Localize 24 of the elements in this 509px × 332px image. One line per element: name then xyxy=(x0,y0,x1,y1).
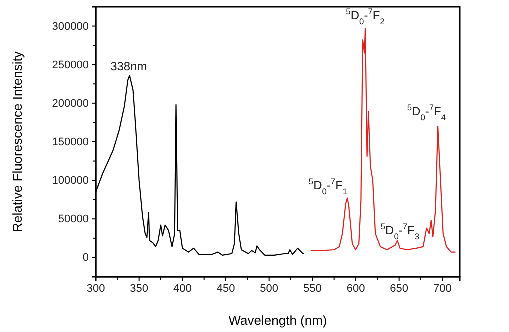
annotation: $^{5}$D$_{0}$-$^{7}$F$_{3}$ xyxy=(380,221,420,242)
line-series xyxy=(310,28,456,253)
y-tick-label: 50000 xyxy=(58,214,89,226)
annotation: $^{5}$D$_{0}$-$^{7}$F$_{1}$ xyxy=(308,176,348,196)
annotation: $^{5}$D$_{0}$-$^{7}$F$_{2}$ xyxy=(346,6,386,27)
x-tick-label: 700 xyxy=(433,282,452,295)
x-axis-title: Wavelength (nm) xyxy=(228,313,328,328)
x-tick-label: 500 xyxy=(260,282,279,295)
y-tick-label: 100000 xyxy=(52,175,89,188)
y-tick-label: 250000 xyxy=(52,59,89,72)
y-tick-label: 0 xyxy=(82,252,89,264)
x-tick-label: 650 xyxy=(390,282,409,295)
x-tick-label: 300 xyxy=(86,282,106,295)
annotation: $^{5}$D$_{0}$-$^{7}$F$_{4}$ xyxy=(407,102,446,123)
x-tick-label: 450 xyxy=(216,282,236,295)
annotation: 338nm xyxy=(110,60,148,74)
y-axis-title: Relative Fluorescence Intensity xyxy=(10,51,25,232)
y-tick-label: 150000 xyxy=(52,136,89,149)
x-tick-label: 550 xyxy=(303,282,322,295)
x-tick-label: 350 xyxy=(130,282,149,295)
x-tick-label: 400 xyxy=(173,282,192,295)
y-tick-label: 200000 xyxy=(52,98,89,110)
x-tick-label: 600 xyxy=(346,282,366,295)
y-tick-label: 300000 xyxy=(52,20,89,33)
